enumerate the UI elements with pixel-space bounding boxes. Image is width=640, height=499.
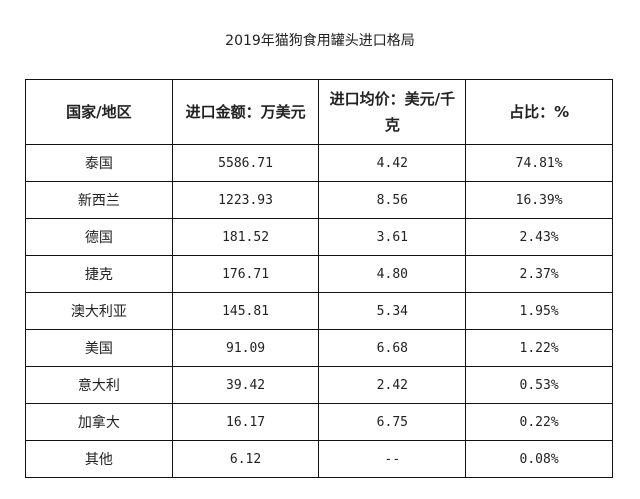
cell-avg-price: 5.34 xyxy=(318,292,467,330)
header-row: 国家/地区 进口金额：万美元 进口均价：美元/千克 占比：% xyxy=(25,79,613,145)
cell-import-value: 181.52 xyxy=(171,218,320,256)
table-row: 澳大利亚 145.81 5.34 1.95% xyxy=(25,292,613,330)
cell-share: 0.08% xyxy=(465,440,613,478)
table-title: 2019年猫狗食用罐头进口格局 xyxy=(225,33,415,49)
table-row: 意大利 39.42 2.42 0.53% xyxy=(25,366,613,404)
header-avg-price: 进口均价：美元/千克 xyxy=(318,79,467,145)
cell-country: 加拿大 xyxy=(25,403,173,441)
table-row: 加拿大 16.17 6.75 0.22% xyxy=(25,403,613,441)
table-row: 新西兰 1223.93 8.56 16.39% xyxy=(25,181,613,219)
cell-avg-price: 6.68 xyxy=(318,329,467,367)
cell-share: 2.43% xyxy=(465,218,613,256)
header-import-value: 进口金额：万美元 xyxy=(171,79,320,145)
cell-import-value: 145.81 xyxy=(171,292,320,330)
cell-avg-price: 3.61 xyxy=(318,218,467,256)
cell-share: 0.53% xyxy=(465,366,613,404)
cell-avg-price: 8.56 xyxy=(318,181,467,219)
cell-import-value: 1223.93 xyxy=(171,181,320,219)
table-row: 美国 91.09 6.68 1.22% xyxy=(25,329,613,367)
cell-import-value: 6.12 xyxy=(171,440,320,478)
cell-share: 1.22% xyxy=(465,329,613,367)
cell-import-value: 39.42 xyxy=(171,366,320,404)
cell-import-value: 16.17 xyxy=(171,403,320,441)
table-row: 德国 181.52 3.61 2.43% xyxy=(25,218,613,256)
cell-share: 1.95% xyxy=(465,292,613,330)
table-row: 其他 6.12 -- 0.08% xyxy=(25,440,613,478)
table-row: 捷克 176.71 4.80 2.37% xyxy=(25,255,613,293)
cell-country: 意大利 xyxy=(25,366,173,404)
header-country: 国家/地区 xyxy=(25,79,173,145)
cell-avg-price: 6.75 xyxy=(318,403,467,441)
cell-share: 2.37% xyxy=(465,255,613,293)
cell-share: 74.81% xyxy=(465,144,613,182)
cell-avg-price: 4.42 xyxy=(318,144,467,182)
cell-country: 新西兰 xyxy=(25,181,173,219)
cell-country: 其他 xyxy=(25,440,173,478)
cell-avg-price: -- xyxy=(318,440,467,478)
table-row: 泰国 5586.71 4.42 74.81% xyxy=(25,144,613,182)
import-table: 国家/地区 进口金额：万美元 进口均价：美元/千克 占比：% 泰国 5586.71… xyxy=(25,79,613,478)
cell-avg-price: 4.80 xyxy=(318,255,467,293)
cell-country: 德国 xyxy=(25,218,173,256)
cell-share: 0.22% xyxy=(465,403,613,441)
cell-import-value: 176.71 xyxy=(171,255,320,293)
cell-country: 美国 xyxy=(25,329,173,367)
cell-share: 16.39% xyxy=(465,181,613,219)
cell-import-value: 91.09 xyxy=(171,329,320,367)
cell-country: 泰国 xyxy=(25,144,173,182)
header-share: 占比：% xyxy=(465,79,613,145)
cell-country: 澳大利亚 xyxy=(25,292,173,330)
cell-import-value: 5586.71 xyxy=(171,144,320,182)
cell-country: 捷克 xyxy=(25,255,173,293)
cell-avg-price: 2.42 xyxy=(318,366,467,404)
